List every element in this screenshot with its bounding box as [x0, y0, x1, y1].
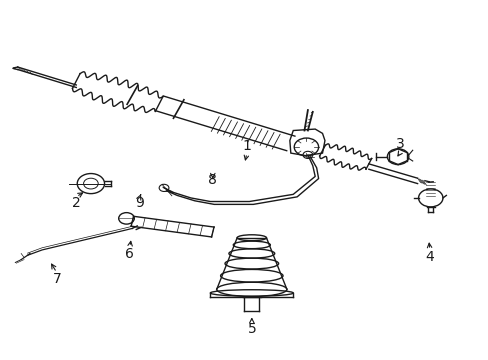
Text: 5: 5 [247, 322, 256, 336]
Text: 4: 4 [425, 250, 433, 264]
Text: 6: 6 [125, 247, 134, 261]
Text: 8: 8 [208, 173, 217, 187]
Text: 9: 9 [135, 196, 144, 210]
Text: 3: 3 [395, 137, 404, 151]
Text: 7: 7 [52, 271, 61, 285]
Text: 1: 1 [242, 139, 251, 153]
Text: 2: 2 [72, 196, 81, 210]
